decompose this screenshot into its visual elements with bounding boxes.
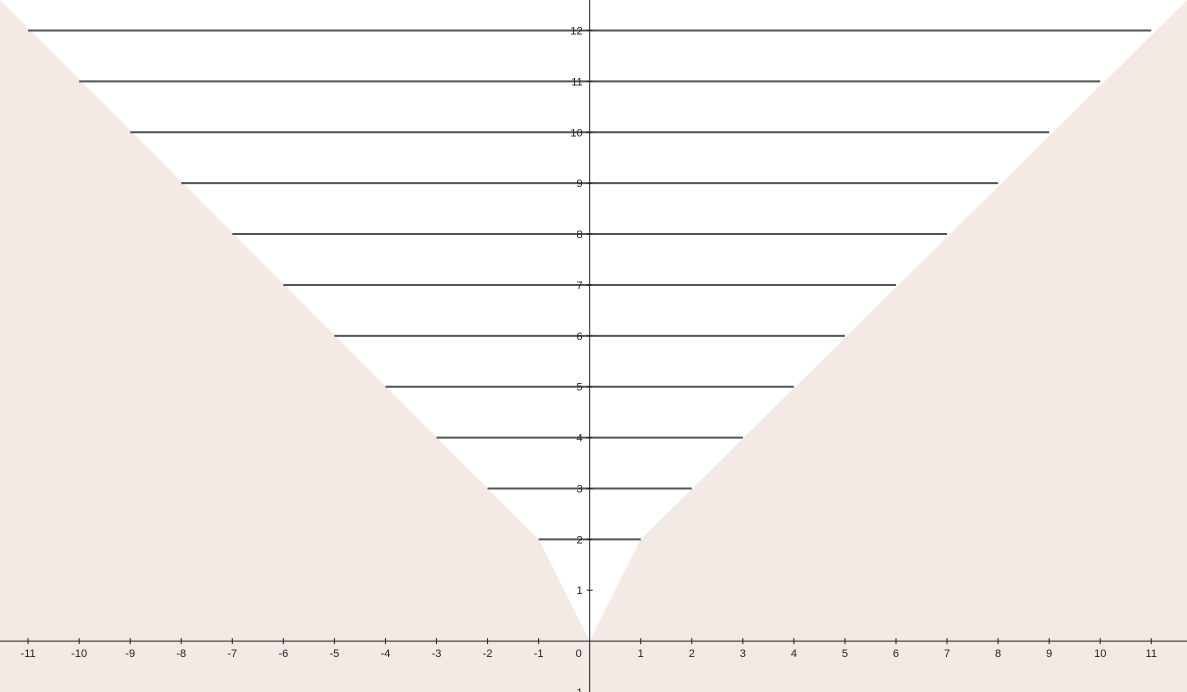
y-tick-label: 10 [570, 127, 582, 139]
x-tick-label: 6 [893, 648, 899, 660]
x-tick-label: -8 [176, 648, 186, 660]
x-tick-label: -5 [330, 648, 340, 660]
x-tick-label: -7 [227, 648, 237, 660]
y-tick-label: -1 [573, 687, 583, 692]
y-tick-label: 4 [577, 433, 583, 445]
x-tick-label: 7 [944, 648, 950, 660]
x-tick-label: -3 [432, 648, 442, 660]
y-tick-label: 8 [577, 229, 583, 241]
y-tick-label: 1 [577, 585, 583, 597]
x-tick-label: -2 [483, 648, 493, 660]
y-tick-label: 9 [577, 178, 583, 190]
x-tick-label: 1 [638, 648, 644, 660]
x-tick-label: 11 [1146, 648, 1157, 660]
x-tick-label: -10 [71, 648, 87, 660]
x-tick-label: 8 [995, 648, 1001, 660]
y-tick-label: 3 [577, 483, 583, 495]
x-tick-label: -6 [278, 648, 288, 660]
tick-labels: -11 -10 -9 -8 -7 -6 -5 -4 -3 -2 -1 0 1 2 3 4 5 6 7 8 9 10 1112… [21, 26, 1157, 692]
x-tick-label: 5 [842, 648, 848, 660]
x-tick-label: 9 [1046, 648, 1052, 660]
y-tick-label: 11 [571, 76, 582, 88]
x-tick-label: 10 [1094, 648, 1106, 660]
y-tick-label: 12 [570, 26, 582, 38]
x-tick-label: 4 [791, 648, 797, 660]
x-tick-label: 3 [740, 648, 746, 660]
x-tick-label: -11 [21, 648, 36, 660]
x-tick-label: -1 [534, 648, 544, 660]
x-tick-label: -4 [381, 648, 391, 660]
x-tick-label: -9 [125, 648, 135, 660]
y-tick-label: 5 [577, 382, 583, 394]
x-tick-label: 2 [689, 648, 695, 660]
y-tick-label: 2 [577, 534, 583, 546]
y-tick-label: 6 [577, 331, 583, 343]
x-tick-label: 0 [576, 648, 582, 660]
y-tick-label: 7 [577, 280, 583, 292]
shaded-region-right [589, 0, 1187, 692]
shaded-region-left [0, 0, 590, 692]
